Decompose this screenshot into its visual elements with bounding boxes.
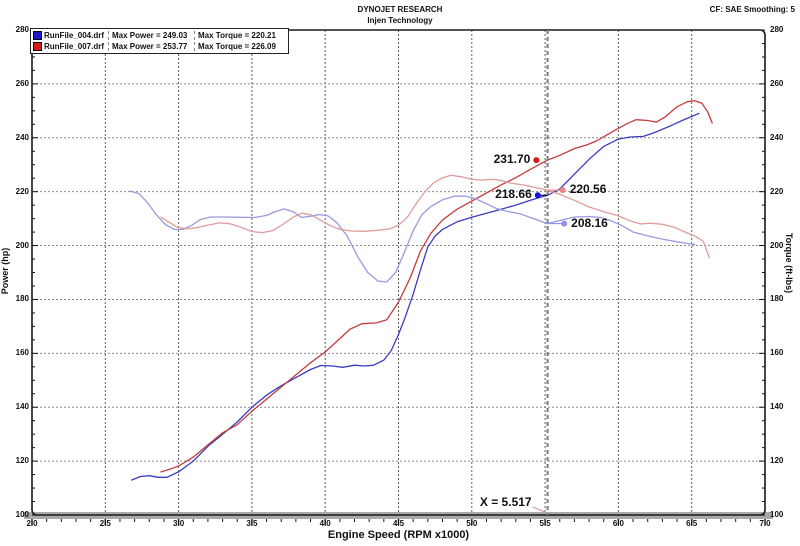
engine-speed-axis-title: Engine Speed (RPM x1000) [327,529,470,541]
y-right-tick-label: 280 [770,25,784,34]
y-right-tick-label: 260 [770,78,784,88]
x-tick-label: 5.5 [539,519,551,528]
y-left-tick-label: 100 [15,510,29,519]
cursor-value-dot [533,157,540,164]
y-left-tick-label: 160 [15,348,29,358]
y-left-tick-label: 240 [15,132,29,142]
y-left-tick-label: 120 [15,456,29,466]
run-004-color-swatch [33,31,42,40]
run-004-max-torque: Max Torque = 220.21 [194,31,286,40]
header: DYNOJET RESEARCH Injen Technology [0,4,800,26]
run-004-file-name: RunFile_004.drf [44,31,105,40]
legend-row-run-007: RunFile_007.drf Max Power = 253.77 Max T… [33,41,286,52]
y-right-tick-label: 180 [770,294,784,304]
y-left-tick-label: 220 [15,186,29,196]
legend-box: RunFile_004.drf Max Power = 249.03 Max T… [30,28,289,54]
y-left-tick-label: 200 [15,240,29,250]
correction-smoothing-info: CF: SAE Smoothing: 5 [709,5,795,14]
app-subtitle: Injen Technology [367,16,433,25]
run-004-max-power: Max Power = 249.03 [108,31,194,40]
cursor-value-dot [561,220,568,227]
curve-torque-007 [160,174,710,259]
cursor-value-label-power-004: 218.66 [495,187,532,202]
cursor-value-dot [559,187,566,194]
y-right-tick-label: 160 [770,348,784,358]
y-left-tick-label: 280 [15,25,29,34]
y-right-tick-label: 120 [770,456,784,466]
y-right-tick-label: 140 [770,402,784,412]
x-tick-label: 3.0 [173,519,185,528]
cursor-label-leader [532,506,548,514]
plot-border [31,29,766,516]
x-tick-label: 5.0 [466,519,478,528]
x-tick-label: 4.0 [319,519,331,528]
y-right-tick-label: 100 [770,510,784,519]
curve-torque-004 [129,190,696,283]
x-tick-label: 2.0 [26,519,38,528]
run-007-max-torque: Max Torque = 226.09 [194,42,286,51]
y-left-tick-label: 180 [15,294,29,304]
x-tick-label: 3.5 [246,519,258,528]
cursor-value-label-torque-004: 208.16 [571,215,608,230]
y-right-tick-label: 200 [770,240,784,250]
y-right-tick-label: 240 [770,132,784,142]
cursor-value-dot [534,192,541,199]
cursor-value-label-torque-007: 220.56 [569,182,607,197]
x-tick-label: 6.5 [686,519,698,528]
x-tick-label: 7.0 [759,519,771,528]
run-007-color-swatch [33,42,42,51]
x-tick-label: 2.5 [99,519,111,528]
curve-power-007 [160,100,713,473]
curve-power-004 [131,112,700,481]
run-007-file-name: RunFile_007.drf [44,42,105,51]
x-tick-label: 4.5 [392,519,405,528]
cursor-x-readout: X = 5.517 [479,495,532,509]
cursor-value-label-power-007: 231.70 [493,152,531,167]
y-right-tick-label: 220 [770,186,784,196]
y-left-tick-label: 260 [15,78,29,88]
x-tick-label: 6.0 [612,519,624,528]
y-left-tick-label: 140 [15,402,29,412]
app-title: DYNOJET RESEARCH [357,5,443,14]
legend-row-run-004: RunFile_004.drf Max Power = 249.03 Max T… [33,30,286,41]
run-007-max-power: Max Power = 253.77 [108,42,194,51]
